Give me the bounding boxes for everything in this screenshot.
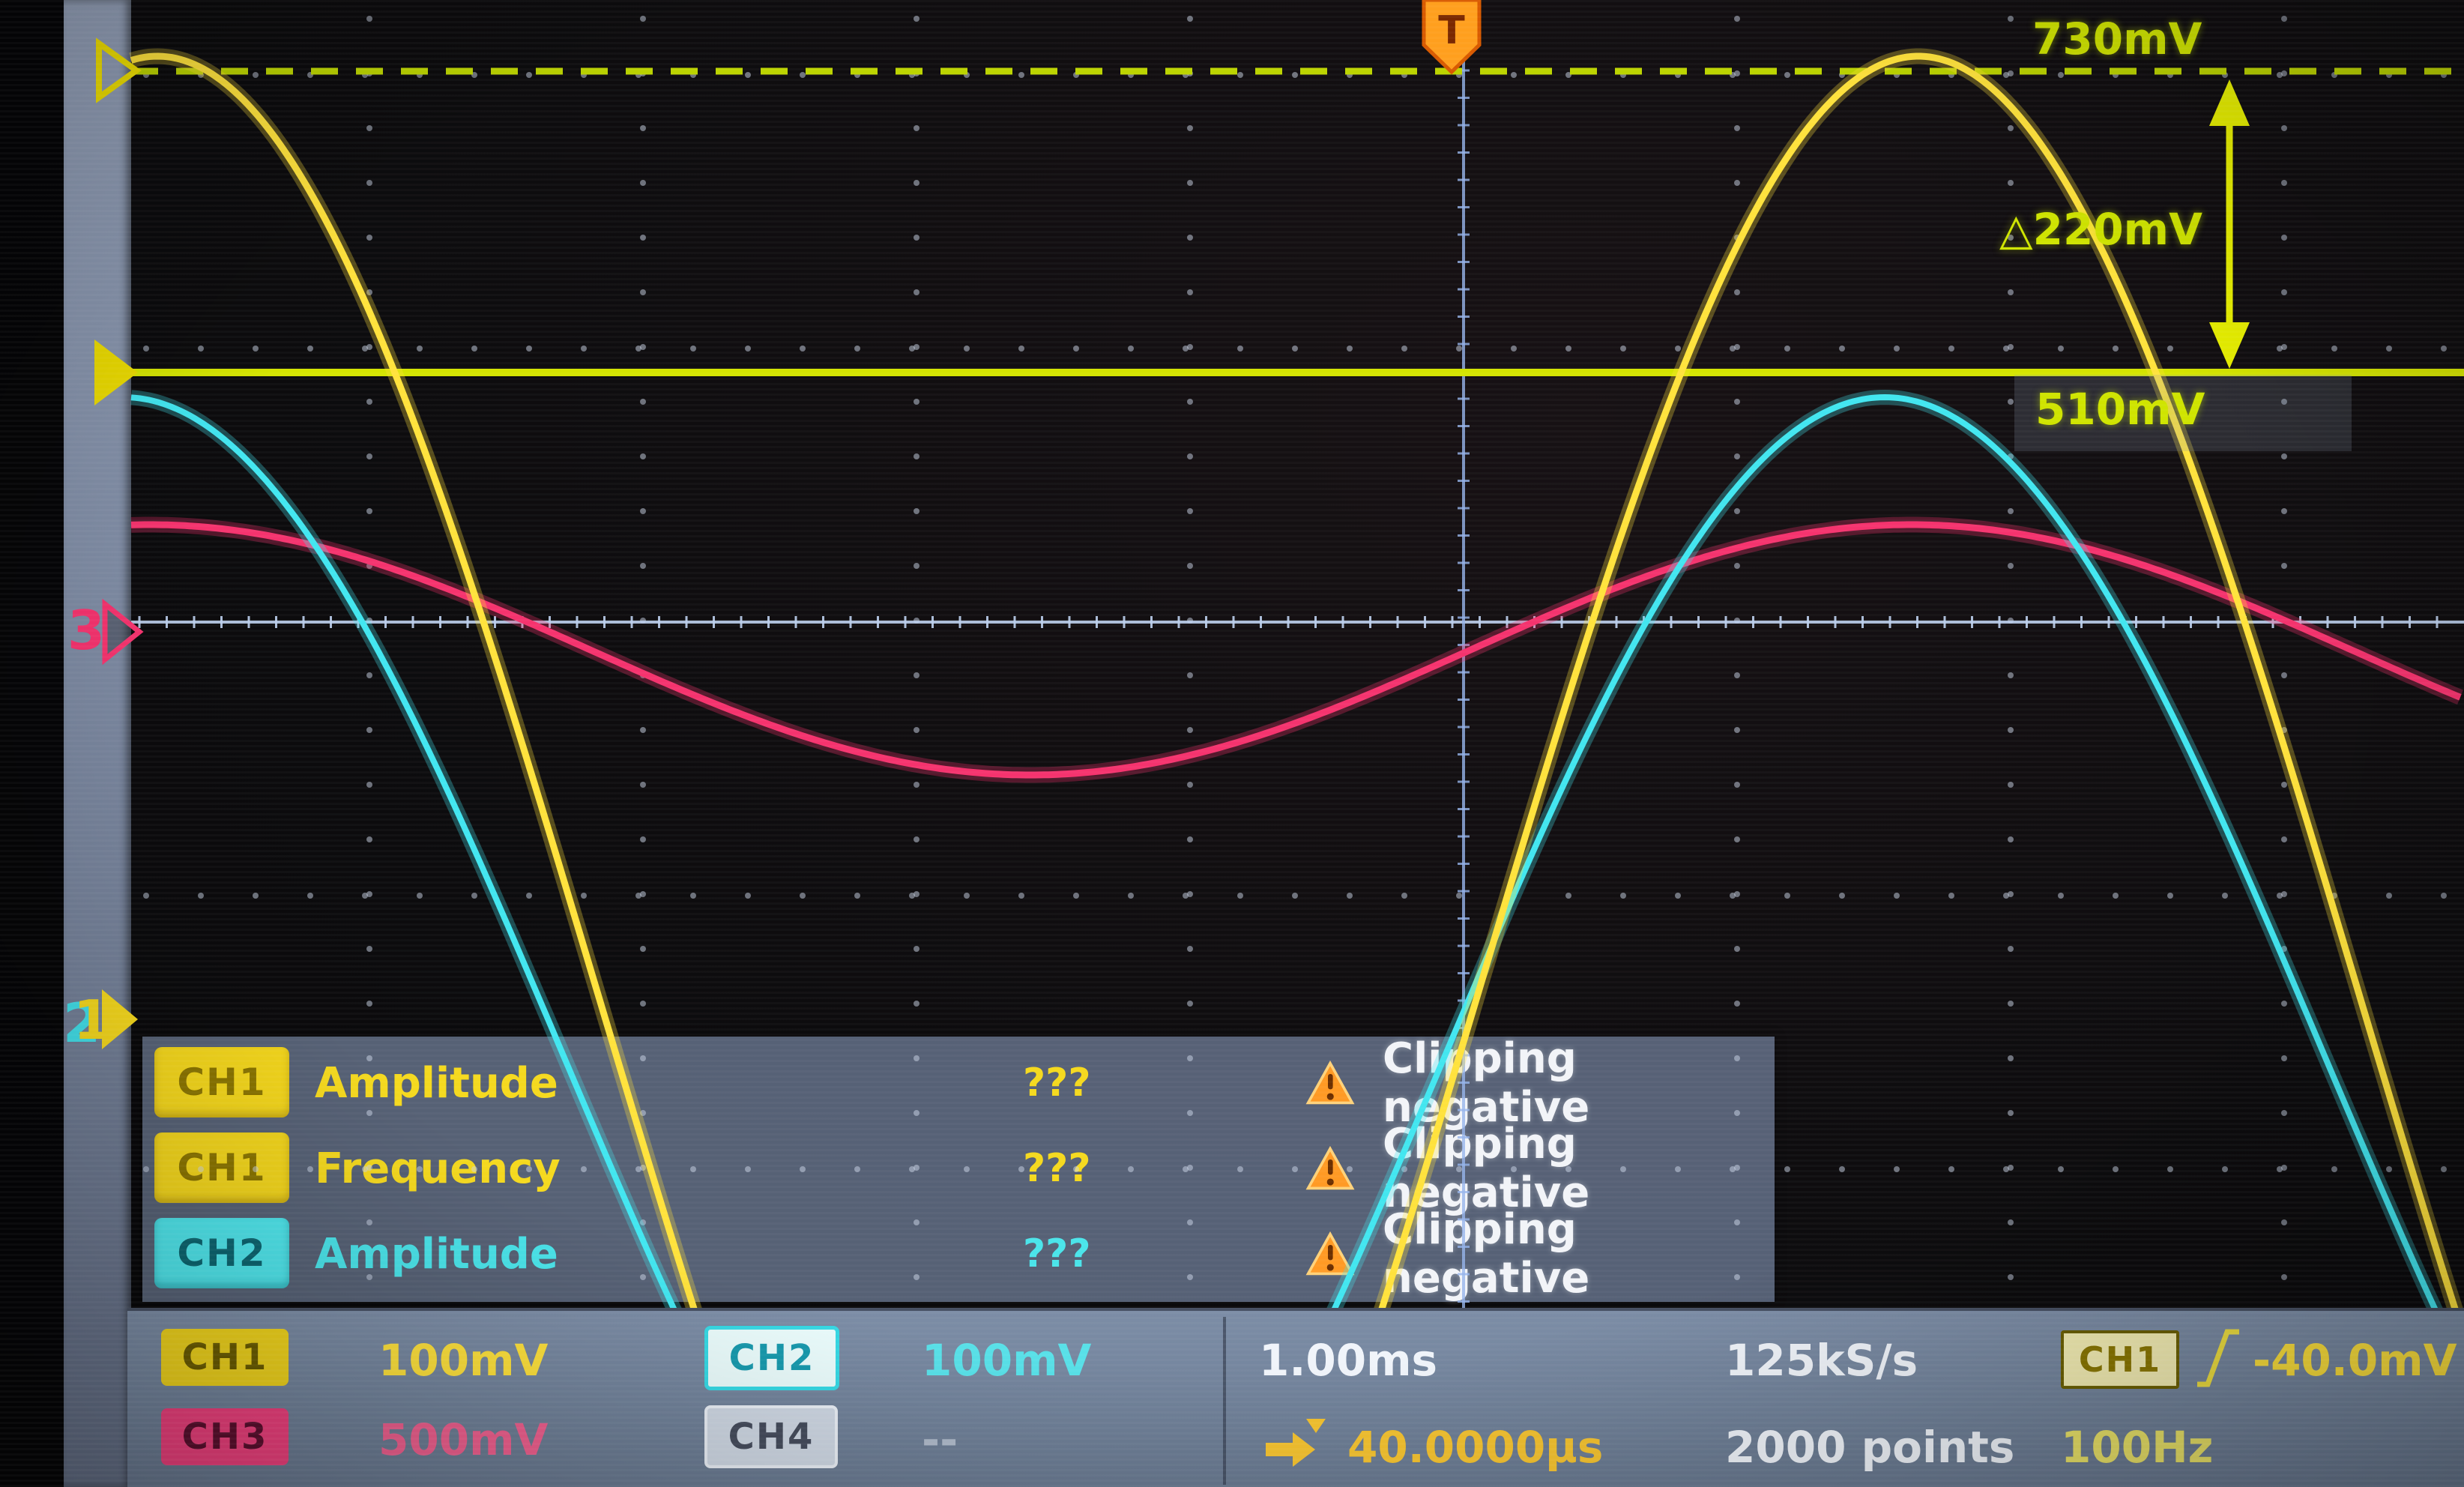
delay-value[interactable]: 40.0000µs (1347, 1422, 1604, 1473)
warning-icon (1305, 1145, 1355, 1194)
measurement-row[interactable]: CH2 Amplitude ??? Clipping negative (142, 1205, 1775, 1303)
cursor-delta-arrow (2209, 79, 2250, 369)
ch1-scale-value: 100mV (378, 1335, 549, 1386)
trigger-frequency-value: 100Hz (2061, 1422, 2214, 1473)
rising-edge-slope-icon (2194, 1324, 2242, 1395)
trace-ch3[interactable] (130, 521, 2462, 779)
ch2-scale-value: 100mV (922, 1335, 1092, 1386)
ch4-scale-badge[interactable]: CH4 (704, 1405, 838, 1468)
ch1-scale-badge[interactable]: CH1 (161, 1329, 289, 1386)
waveform-traces (129, 48, 2464, 1487)
record-length-value: 2000 points (1725, 1422, 2015, 1473)
measurement-value: ??? (1023, 1231, 1091, 1276)
warning-text: Clipping negative (1383, 1120, 1590, 1217)
cursor-delta-readout: △220mV (1999, 204, 2202, 255)
measurement-label: Amplitude (315, 1058, 558, 1108)
status-bar-divider (1223, 1317, 1226, 1485)
channel-badge-ch2[interactable]: CH2 (154, 1218, 289, 1288)
status-bar: CH1 100mV CH3 500mV CH2 100mV CH4 -- 1.0… (127, 1308, 2464, 1487)
cursor-y1-readout: 730mV (2032, 13, 2202, 64)
measurement-label: Frequency (315, 1144, 561, 1193)
cursor-y2-readout: 510mV (2035, 384, 2205, 435)
delay-arrow-icon (1263, 1416, 1338, 1477)
warning-icon (1305, 1231, 1355, 1279)
ch4-scale-value: -- (922, 1414, 958, 1465)
ch1-marker-triangle[interactable] (102, 989, 138, 1049)
trace-glow-ch3 (130, 516, 2463, 783)
ch3-scale-badge[interactable]: CH3 (161, 1408, 289, 1465)
lcd-left-bezel (64, 0, 131, 1487)
ch3-ground-marker[interactable]: 3 (67, 598, 144, 666)
timebase-value[interactable]: 1.00ms (1259, 1335, 1438, 1386)
ch3-marker-digit: 3 (67, 599, 105, 662)
channel-badge-ch1[interactable]: CH1 (154, 1132, 289, 1203)
graticule-grid (131, 0, 2464, 1308)
cursor-label-highlight (2014, 375, 2352, 451)
measurement-label: Amplitude (315, 1229, 558, 1279)
ch2-scale-badge[interactable]: CH2 (704, 1326, 839, 1390)
trace-ch1[interactable] (130, 52, 2464, 1487)
trigger-flag-label: T (1438, 8, 1465, 53)
trigger-source-badge[interactable]: CH1 (2061, 1330, 2179, 1389)
ch3-scale-value: 500mV (378, 1414, 549, 1465)
ch2-marker-digit: 2 (63, 992, 100, 1055)
cursor-y1-marker[interactable] (96, 37, 142, 103)
trigger-position-flag[interactable]: T (1422, 0, 1482, 75)
ch1-ch2-ground-marker[interactable]: 2 1 (63, 989, 138, 1055)
channel-badge-ch1[interactable]: CH1 (154, 1047, 289, 1117)
measurement-row[interactable]: CH1 Frequency ??? Clipping negative (142, 1120, 1775, 1217)
measurement-panel: CH1 Amplitude ??? Clipping negative CH1 … (142, 1034, 1775, 1303)
sample-rate-value: 125kS/s (1725, 1335, 1918, 1386)
measurement-value: ??? (1023, 1061, 1091, 1106)
measurement-value: ??? (1023, 1146, 1091, 1191)
cursor-y2-marker[interactable] (94, 340, 138, 405)
trigger-level-value[interactable]: -40.0mV (2253, 1335, 2457, 1386)
warning-icon (1305, 1060, 1355, 1109)
